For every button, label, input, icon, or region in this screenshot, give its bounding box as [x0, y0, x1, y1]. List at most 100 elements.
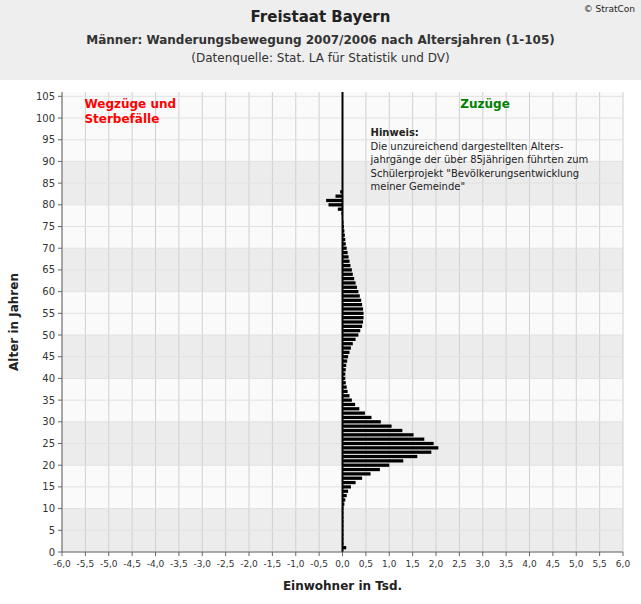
bar: [343, 299, 362, 302]
y-tick: [58, 96, 62, 97]
y-tick: [58, 443, 62, 444]
bar: [343, 273, 353, 276]
grid-line: [342, 92, 343, 552]
x-tick-label: -2,0: [240, 559, 258, 569]
y-tick-label: 85: [42, 178, 55, 189]
x-tick-label: 0,5: [359, 559, 373, 569]
bar: [343, 277, 355, 280]
x-tick: [576, 552, 577, 556]
hint-text: meiner Gemeinde": [371, 181, 465, 192]
title: Freistaat Bayern: [251, 8, 391, 26]
y-tick-label: 45: [42, 351, 55, 362]
bar: [343, 477, 363, 480]
bar: [343, 316, 364, 319]
y-tick-label: 35: [42, 395, 55, 406]
x-tick-label: 5,0: [569, 559, 584, 569]
x-tick: [436, 552, 437, 556]
bar: [343, 420, 381, 423]
bar: [343, 320, 364, 323]
bar: [343, 346, 351, 349]
x-tick-label: -2,5: [217, 559, 235, 569]
y-tick: [58, 552, 62, 553]
y-tick-label: 60: [42, 286, 55, 297]
y-tick-label: 40: [42, 373, 55, 384]
x-tick: [178, 552, 179, 556]
x-tick: [623, 552, 624, 556]
x-tick-label: -0,5: [310, 559, 328, 569]
y-tick-label: 70: [42, 243, 55, 254]
y-tick: [58, 508, 62, 509]
zero-line: [342, 92, 344, 552]
x-tick: [412, 552, 413, 556]
bar: [328, 203, 342, 206]
outflow-label: Sterbefälle: [84, 112, 159, 126]
bar: [343, 455, 418, 458]
bar: [343, 338, 356, 341]
y-tick: [58, 486, 62, 487]
bar: [343, 425, 392, 428]
bar: [335, 195, 342, 198]
bar: [343, 351, 350, 354]
y-tick-label: 5: [49, 525, 55, 536]
x-tick-label: -6,0: [53, 559, 71, 569]
x-tick: [529, 552, 530, 556]
x-tick: [249, 552, 250, 556]
y-tick-label: 30: [42, 416, 55, 427]
x-tick-label: 1,5: [405, 559, 419, 569]
y-tick-label: 100: [36, 113, 55, 124]
y-tick-label: 25: [42, 438, 55, 449]
bar: [343, 342, 353, 345]
y-tick-label: 80: [42, 199, 55, 210]
y-tick-label: 15: [42, 481, 55, 492]
y-tick-label: 50: [42, 330, 55, 341]
x-tick-label: -1,0: [287, 559, 305, 569]
y-tick: [58, 421, 62, 422]
x-axis-label: Einwohner in Tsd.: [283, 579, 402, 593]
y-axis-label: Alter in Jahren: [7, 273, 21, 371]
y-tick-label: 105: [36, 91, 55, 102]
hint-text: Schülerprojekt "Bevölkerungsentwicklung: [371, 168, 580, 179]
bar: [343, 281, 356, 284]
y-tick: [58, 269, 62, 270]
x-tick-label: -3,5: [170, 559, 188, 569]
subtitle: Männer: Wanderungsbewegung 2007/2006 nac…: [86, 33, 555, 47]
x-tick: [506, 552, 507, 556]
inflow-label: Zuzüge: [460, 97, 510, 111]
hint-text: Hinweis:: [371, 127, 419, 138]
bar: [343, 468, 380, 471]
y-tick: [58, 335, 62, 336]
subtitle: (Datenquelle: Stat. LA für Statistik und…: [191, 51, 449, 65]
x-tick: [365, 552, 366, 556]
bar: [343, 312, 364, 315]
y-tick: [58, 530, 62, 531]
bar: [326, 199, 342, 202]
bar: [343, 416, 372, 419]
y-tick-label: 75: [42, 221, 55, 232]
y-tick-label: 90: [42, 156, 55, 167]
x-tick: [459, 552, 460, 556]
bar: [343, 407, 360, 410]
bar: [343, 286, 357, 289]
bar: [343, 303, 363, 306]
x-tick: [552, 552, 553, 556]
y-tick-label: 20: [42, 460, 55, 471]
bar: [343, 333, 359, 336]
bar: [343, 290, 359, 293]
bar: [343, 433, 414, 436]
x-tick: [85, 552, 86, 556]
bar: [343, 459, 404, 462]
x-tick-label: 4,0: [522, 559, 537, 569]
bar: [343, 264, 351, 267]
x-tick-label: -3,0: [193, 559, 211, 569]
x-tick: [272, 552, 273, 556]
x-tick-label: 4,5: [546, 559, 560, 569]
y-tick: [58, 291, 62, 292]
y-tick: [58, 118, 62, 119]
bar: [343, 481, 356, 484]
y-tick: [58, 378, 62, 379]
bar: [343, 472, 371, 475]
bar: [343, 403, 356, 406]
x-tick-label: -4,0: [147, 559, 165, 569]
y-tick-label: 95: [42, 134, 55, 145]
y-tick: [58, 400, 62, 401]
